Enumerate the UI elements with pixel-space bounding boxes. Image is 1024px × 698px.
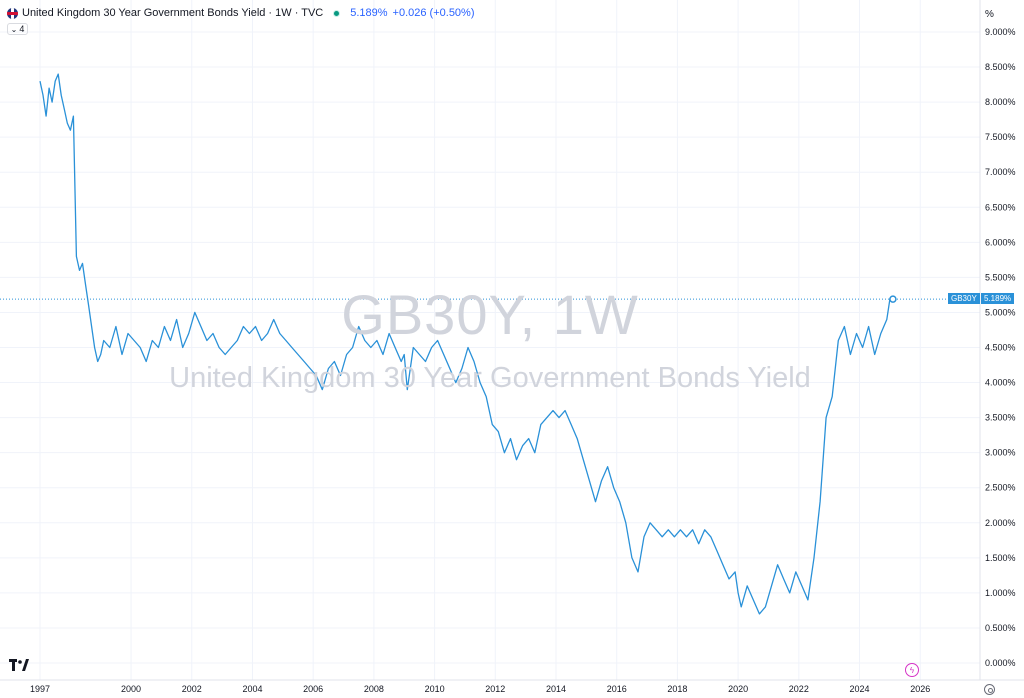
y-tick-label: 3.000% bbox=[985, 448, 1016, 458]
uk-flag-icon bbox=[7, 7, 18, 19]
legend-change: +0.026 (+0.50%) bbox=[392, 7, 475, 19]
y-tick-label: 6.500% bbox=[985, 202, 1016, 212]
y-tick-label: 0.000% bbox=[985, 658, 1016, 668]
y-tick-label: 4.000% bbox=[985, 378, 1016, 388]
tradingview-logo-icon[interactable] bbox=[9, 659, 29, 671]
x-tick-label: 2004 bbox=[242, 684, 262, 694]
horizontal-gridlines bbox=[0, 31, 980, 664]
y-tick-label: 8.500% bbox=[985, 62, 1016, 72]
y-tick-label: 5.000% bbox=[985, 307, 1016, 317]
legend-price: 5.189% bbox=[350, 7, 388, 19]
indicators-collapse-button[interactable]: ⌄ 4 bbox=[7, 23, 28, 35]
y-tick-label: 7.000% bbox=[985, 167, 1016, 177]
chevron-down-icon: ⌄ bbox=[10, 24, 18, 34]
chart-legend: United Kingdom 30 Year Government Bonds … bbox=[7, 7, 475, 19]
y-tick-label: 1.000% bbox=[985, 588, 1016, 598]
x-tick-label: 2018 bbox=[667, 684, 687, 694]
x-tick-label: 2012 bbox=[485, 684, 505, 694]
y-tick-label: 5.500% bbox=[985, 272, 1016, 282]
indicators-count: 4 bbox=[19, 24, 25, 34]
x-tick-label: 2010 bbox=[425, 684, 445, 694]
x-tick-label: 2024 bbox=[850, 684, 870, 694]
watermark-name: United Kingdom 30 Year Government Bonds … bbox=[169, 362, 811, 394]
y-tick-label: 4.500% bbox=[985, 343, 1016, 353]
y-tick-label: 1.500% bbox=[985, 553, 1016, 563]
x-tick-label: 2014 bbox=[546, 684, 566, 694]
yield-line[interactable] bbox=[39, 73, 893, 615]
price-axis-unit[interactable]: % bbox=[985, 9, 994, 20]
watermark-symbol: GB30Y, 1W bbox=[341, 283, 639, 346]
x-tick-label: 2020 bbox=[728, 684, 748, 694]
price-tag-symbol: GB30Y bbox=[948, 293, 980, 304]
legend-title[interactable]: United Kingdom 30 Year Government Bonds … bbox=[22, 7, 324, 19]
last-point-marker bbox=[889, 295, 897, 303]
y-tick-label: 2.500% bbox=[985, 483, 1016, 493]
x-tick-label: 2000 bbox=[121, 684, 141, 694]
market-open-icon bbox=[333, 9, 341, 17]
y-tick-label: 9.000% bbox=[985, 27, 1016, 37]
y-tick-label: 8.000% bbox=[985, 97, 1016, 107]
x-tick-label: 2008 bbox=[364, 684, 384, 694]
x-tick-label: 2016 bbox=[607, 684, 627, 694]
y-tick-label: 0.500% bbox=[985, 623, 1016, 633]
x-tick-label: 2022 bbox=[789, 684, 809, 694]
price-axis-labels: 0.000% 0.500% 1.000% 1.500% 2.000% 2.500% 3.00… bbox=[985, 27, 1016, 668]
flash-icon[interactable]: ϟ bbox=[905, 663, 919, 677]
x-tick-label: 2006 bbox=[303, 684, 323, 694]
y-tick-label: 7.500% bbox=[985, 132, 1016, 142]
x-tick-label: 2002 bbox=[182, 684, 202, 694]
time-axis-labels: 1997 2000 2002 2004 2006 2008 2010 2012 2014 2016… bbox=[30, 684, 930, 694]
y-tick-label: 2.000% bbox=[985, 518, 1016, 528]
y-tick-label: 6.000% bbox=[985, 237, 1016, 247]
x-tick-label: 1997 bbox=[30, 684, 50, 694]
settings-icon[interactable] bbox=[984, 684, 995, 695]
x-tick-label: 2026 bbox=[910, 684, 930, 694]
price-tag-value: 5.189% bbox=[981, 293, 1015, 304]
y-tick-label: 3.500% bbox=[985, 413, 1016, 423]
